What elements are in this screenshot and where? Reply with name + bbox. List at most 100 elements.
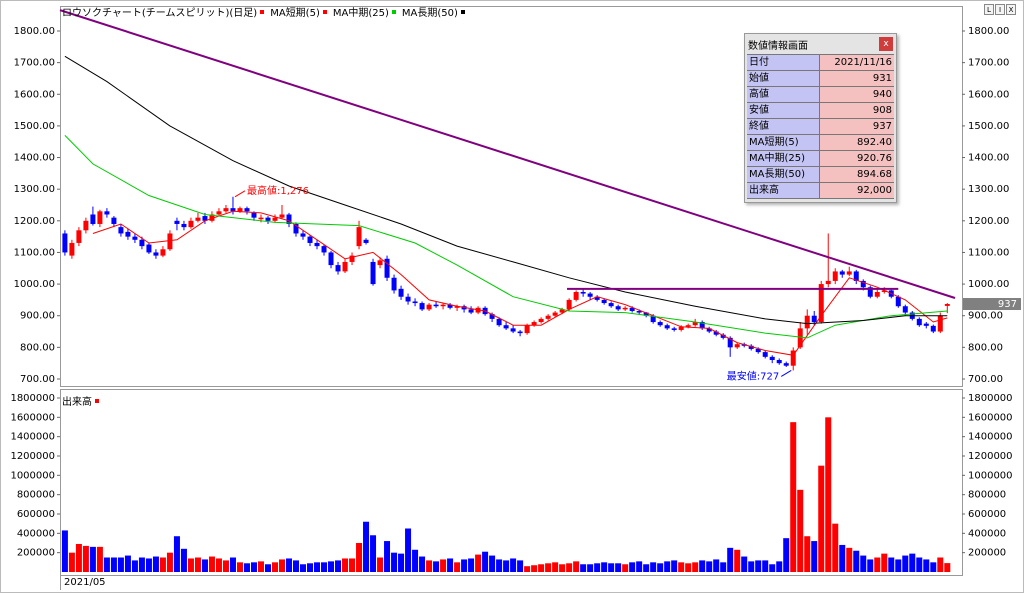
- volume-bar: [440, 559, 447, 572]
- price-tag-label: 937: [998, 299, 1017, 310]
- candle-body: [930, 325, 936, 332]
- volume-bar: [832, 523, 839, 572]
- y-tick-label: 1100.00: [14, 247, 55, 258]
- y-tick-label: 1000000: [10, 470, 55, 481]
- y-tick-label-right: 700.00: [968, 374, 1003, 385]
- volume-bar: [159, 557, 166, 572]
- candle-body: [650, 315, 656, 323]
- candle-body: [216, 211, 222, 215]
- volume-bar: [573, 561, 580, 572]
- annotation-arrow: [234, 190, 246, 198]
- candle-body: [328, 252, 334, 266]
- candle-body: [762, 352, 768, 357]
- candle-body: [244, 208, 250, 212]
- volume-bar: [727, 547, 734, 572]
- y-tick-label-right: 1000.00: [968, 279, 1009, 290]
- candle-body: [125, 231, 131, 237]
- price-panel: [60, 6, 963, 387]
- volume-bar: [678, 562, 685, 572]
- volume-bar: [755, 560, 762, 572]
- window-button[interactable]: X: [1006, 4, 1016, 15]
- candle-body: [83, 220, 89, 231]
- y-tick-label: 700.00: [20, 374, 55, 385]
- candle-body: [643, 312, 649, 316]
- info-value: 920.76: [820, 151, 894, 166]
- candle-body: [580, 291, 586, 294]
- candle-body: [153, 252, 159, 256]
- volume-bar: [391, 552, 398, 572]
- window-button[interactable]: I: [995, 4, 1005, 15]
- volume-bar: [853, 550, 860, 572]
- volume-bar: [825, 417, 832, 572]
- y-tick-label-right: 1400000: [968, 432, 1013, 443]
- candle-body: [811, 315, 817, 323]
- y-tick-label: 900.00: [20, 311, 55, 322]
- candle-body: [363, 239, 369, 243]
- ma-line: [92, 210, 948, 356]
- candle-body: [412, 301, 418, 304]
- candle-body: [636, 310, 642, 313]
- info-panel: 数値情報画面 x 日付 2021/11/16 始値 931 高値 940 安値 908 終値 93…: [744, 33, 897, 203]
- candle-body: [440, 304, 446, 307]
- info-row: MA長期(50) 894.68: [747, 166, 894, 182]
- candle-body: [944, 304, 950, 306]
- legend-title: ロウソクチャート(チームスピリット)(日足): [62, 8, 258, 19]
- candle-body: [489, 314, 495, 319]
- candle-body: [426, 304, 432, 310]
- y-tick-label: 1800.00: [14, 26, 55, 37]
- info-key: MA長期(50): [747, 167, 820, 182]
- volume-bar: [762, 560, 769, 572]
- volume-bar: [769, 564, 776, 572]
- candle-body: [356, 227, 362, 247]
- y-tick-label-right: 900.00: [968, 311, 1003, 322]
- candle-body: [258, 217, 264, 220]
- legend-entry: MA中期(25): [332, 8, 389, 19]
- date-label: 2021/05: [64, 577, 106, 588]
- volume-bar: [489, 555, 496, 572]
- volume-bar: [874, 557, 881, 572]
- volume-bar: [103, 557, 110, 572]
- candle-body: [685, 325, 691, 327]
- volume-bar: [454, 562, 461, 572]
- info-row: 始値 931: [747, 70, 894, 86]
- legend-entry: 出来高: [62, 397, 92, 408]
- volume-bar: [328, 561, 335, 572]
- volume-bar: [713, 559, 720, 572]
- volume-bar: [692, 562, 699, 572]
- window-button[interactable]: L: [984, 4, 994, 15]
- volume-bar: [468, 558, 475, 572]
- candle-body: [69, 242, 75, 256]
- volume-bar: [349, 558, 356, 572]
- y-tick-label-right: 800000: [968, 490, 1006, 501]
- y-tick-label: 400000: [17, 528, 55, 539]
- volume-bar: [482, 551, 489, 572]
- volume-bar: [342, 558, 349, 572]
- info-key: 出来高: [747, 183, 820, 198]
- candle-body: [510, 328, 516, 332]
- legend-entry: MA短期(5): [270, 8, 320, 19]
- volume-bar: [475, 554, 482, 572]
- volume-bar: [937, 557, 944, 572]
- volume-legend: 出来高: [62, 393, 99, 408]
- info-row: 日付 2021/11/16: [747, 54, 894, 70]
- volume-bar: [384, 541, 391, 572]
- candle-body: [937, 315, 943, 332]
- volume-bar: [314, 562, 321, 572]
- y-tick-label-right: 800.00: [968, 342, 1003, 353]
- info-value: 940: [820, 87, 894, 102]
- volume-bar: [229, 557, 236, 572]
- candle-body: [132, 236, 138, 240]
- candle-body: [601, 299, 607, 304]
- candle-body: [76, 230, 82, 243]
- candle-body: [524, 325, 530, 334]
- y-tick-label-right: 1700.00: [968, 58, 1009, 69]
- close-button[interactable]: x: [879, 37, 893, 51]
- volume-bar: [89, 546, 96, 572]
- volume-bar: [524, 566, 531, 572]
- volume-bar: [257, 561, 264, 572]
- legend-swatch: [460, 9, 465, 14]
- ma-line: [64, 55, 948, 325]
- candle-body: [195, 217, 201, 221]
